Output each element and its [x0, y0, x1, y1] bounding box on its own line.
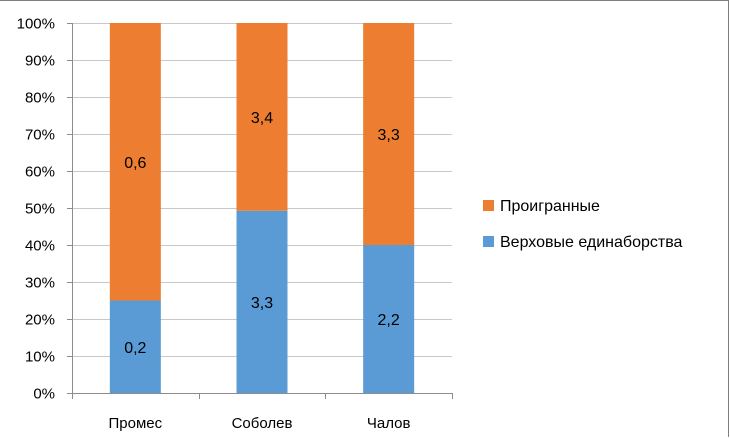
- y-tick-label: 50%: [25, 201, 55, 218]
- y-tick-label: 90%: [25, 53, 55, 70]
- x-tick-label: Соболев: [232, 415, 293, 432]
- bars: [109, 23, 415, 393]
- data-label: 0,2: [124, 340, 146, 357]
- x-tick-label: Промес: [109, 415, 163, 432]
- data-label: 0,6: [124, 155, 146, 172]
- y-tick-label: 0%: [33, 386, 55, 403]
- legend-swatch: [483, 200, 494, 211]
- legend-label: Верховые единаборства: [500, 234, 683, 251]
- data-label: 3,3: [251, 295, 273, 312]
- y-tick-label: 30%: [25, 275, 55, 292]
- y-tick-label: 40%: [25, 238, 55, 255]
- bar-segment: [236, 210, 288, 393]
- bar-segment: [109, 23, 161, 301]
- y-tick-label: 60%: [25, 164, 55, 181]
- bar-segment: [363, 245, 415, 393]
- x-axis-ticks: Промес Соболев Чалов: [109, 393, 453, 432]
- y-tick-label: 70%: [25, 127, 55, 144]
- bar-segment: [236, 23, 288, 211]
- y-tick-label: 80%: [25, 90, 55, 107]
- y-tick-label: 10%: [25, 349, 55, 366]
- legend-label: Проигранные: [500, 198, 600, 215]
- bar-segment: [363, 23, 415, 245]
- data-labels: 0,2 0,6 3,3 3,4 2,2 3,3: [124, 110, 400, 357]
- bar-segment: [109, 300, 161, 393]
- legend-swatch: [483, 236, 494, 247]
- x-tick-label: Чалов: [367, 415, 411, 432]
- data-label: 2,2: [378, 312, 400, 329]
- y-axis-ticks: 0% 10% 20% 30% 40% 50% 60% 70% 80% 90% 100%: [17, 16, 72, 403]
- y-tick-label: 100%: [17, 16, 55, 33]
- axes: [67, 23, 452, 399]
- data-label: 3,4: [251, 110, 273, 127]
- y-tick-label: 20%: [25, 312, 55, 329]
- data-label: 3,3: [378, 127, 400, 144]
- legend: Проигранные Верховые единаборства: [483, 198, 683, 251]
